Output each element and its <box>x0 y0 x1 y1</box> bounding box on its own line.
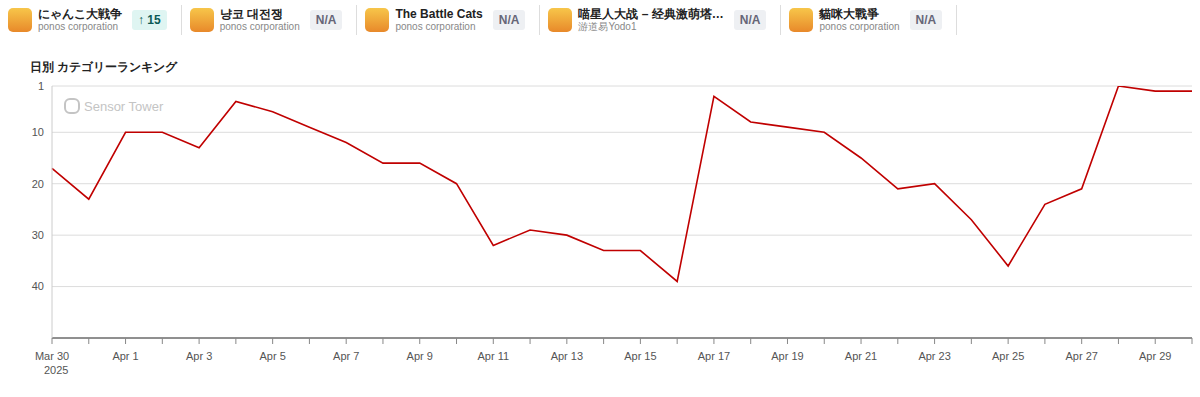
svg-text:Apr 19: Apr 19 <box>771 350 803 362</box>
html-text:N/A: N/A <box>315 13 337 27</box>
svg-text:40: 40 <box>32 280 44 292</box>
svg-text:Apr 13: Apr 13 <box>551 350 583 362</box>
html-text:にゃんこ大戦争: にゃんこ大戦争 <box>38 7 122 21</box>
svg-text:10: 10 <box>32 126 44 138</box>
svg-text:Apr 5: Apr 5 <box>259 350 285 362</box>
html-text:ponos corporation: ponos corporation <box>819 21 900 32</box>
svg-text:Mar 30: Mar 30 <box>35 350 69 362</box>
svg-text:20: 20 <box>32 178 44 190</box>
svg-text:2025: 2025 <box>44 364 68 376</box>
svg-text:Apr 27: Apr 27 <box>1065 350 1097 362</box>
html-text:ponos corporation: ponos corporation <box>219 21 300 32</box>
svg-text:Apr 29: Apr 29 <box>1139 350 1171 362</box>
html-text:Sensor Tower: Sensor Tower <box>84 98 164 114</box>
html-text:喵星人大战 – 经典激萌塔…: 喵星人大战 – 经典激萌塔… <box>578 7 724 21</box>
html-text:ponos corporation: ponos corporation <box>38 21 119 32</box>
html-text:↑ 15: ↑ 15 <box>138 13 161 27</box>
svg-text:Apr 9: Apr 9 <box>407 350 433 362</box>
svg-text:Apr 23: Apr 23 <box>918 350 950 362</box>
html-text:貓咪大戰爭: 貓咪大戰爭 <box>819 7 880 21</box>
html-text:N/A: N/A <box>498 13 520 27</box>
html-text:N/A: N/A <box>915 13 937 27</box>
svg-text:Apr 21: Apr 21 <box>845 350 877 362</box>
html-text:N/A: N/A <box>739 13 761 27</box>
svg-text:Apr 25: Apr 25 <box>992 350 1024 362</box>
svg-text:Apr 17: Apr 17 <box>698 350 730 362</box>
html-text:ponos corporation: ponos corporation <box>395 21 476 32</box>
svg-text:30: 30 <box>32 229 44 241</box>
html-text:The Battle Cats: The Battle Cats <box>395 7 483 21</box>
svg-text:1: 1 <box>38 80 44 92</box>
html-text:日別 カテゴリーランキング: 日別 カテゴリーランキング <box>30 60 178 74</box>
svg-text:Apr 1: Apr 1 <box>112 350 138 362</box>
svg-text:Apr 3: Apr 3 <box>186 350 212 362</box>
html-text:냥코 대전쟁: 냥코 대전쟁 <box>219 7 283 21</box>
svg-text:Apr 7: Apr 7 <box>333 350 359 362</box>
svg-text:Apr 15: Apr 15 <box>624 350 656 362</box>
svg-text:Apr 11: Apr 11 <box>477 350 509 362</box>
html-text:游道易Yodo1: 游道易Yodo1 <box>578 21 637 32</box>
